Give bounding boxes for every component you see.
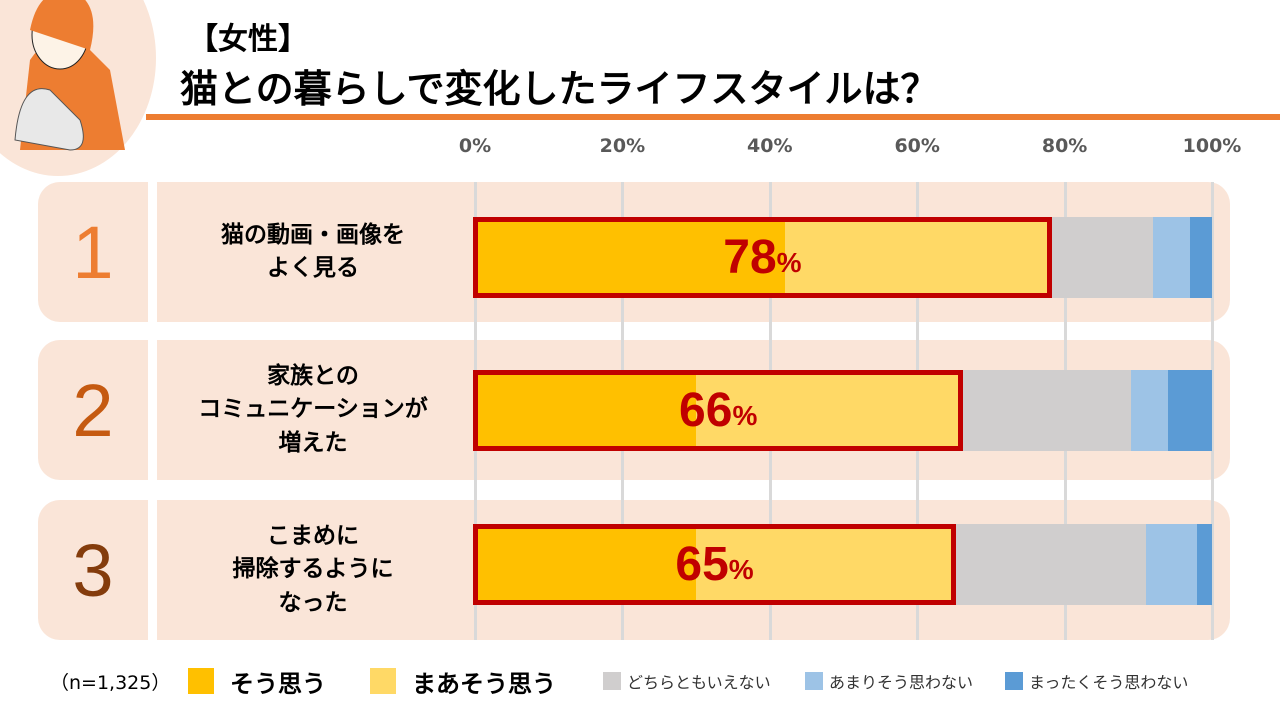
bar-segment xyxy=(1197,524,1212,605)
highlight-unit: % xyxy=(776,246,802,278)
tick-label: 0% xyxy=(458,135,492,157)
tick-label: 40% xyxy=(747,135,793,157)
tick-label: 20% xyxy=(599,135,646,157)
highlight-value: 78% xyxy=(475,217,1050,298)
legend-label: あまりそう思わない xyxy=(829,673,974,692)
category-label: 家族との コミュニケーションが 増えた xyxy=(198,362,428,456)
bar-segment xyxy=(475,524,697,605)
legend-item: そう思う xyxy=(188,666,326,698)
row-divider xyxy=(148,340,157,480)
bar-segment xyxy=(1153,217,1190,298)
title-underline xyxy=(146,114,1280,120)
rank-number: 3 xyxy=(72,528,114,612)
tick-label: 80% xyxy=(1041,135,1088,157)
highlight-unit: % xyxy=(728,553,754,585)
highlight-unit: % xyxy=(732,399,758,431)
bar-segment xyxy=(1130,370,1168,451)
bar-segment xyxy=(696,370,962,451)
rank-number: 1 xyxy=(72,210,114,294)
illustration-circle xyxy=(0,0,156,176)
bar-segment xyxy=(1167,370,1212,451)
legend-swatch xyxy=(805,672,823,690)
bar-segment xyxy=(961,370,1131,451)
legend-item: まったくそう思わない xyxy=(1005,666,1188,696)
bar-segment xyxy=(1049,217,1154,298)
legend-item: まあそう思う xyxy=(370,666,556,698)
highlight-box xyxy=(473,217,1052,298)
highlight-number: 65 xyxy=(675,538,729,591)
chart-title: 猫との暮らしで変化したライフスタイルは？ xyxy=(180,67,939,111)
bar-segment xyxy=(954,524,1146,605)
sample-size: （n=1,325） xyxy=(50,671,171,694)
bar-segment xyxy=(1189,217,1212,298)
bar-segment xyxy=(784,217,1050,298)
row-divider xyxy=(148,182,157,322)
category-label: こまめに 掃除するように なった xyxy=(232,522,394,616)
highlight-value: 65% xyxy=(475,524,954,605)
tick-label: 100% xyxy=(1182,135,1242,157)
legend-label: そう思う xyxy=(230,669,326,698)
legend-item: あまりそう思わない xyxy=(805,666,973,696)
legend-item: どちらともいえない xyxy=(603,666,771,696)
tick-label: 60% xyxy=(894,135,940,157)
highlight-number: 78 xyxy=(723,231,777,284)
category-label: 猫の動画・画像を よく見る xyxy=(221,221,405,281)
highlight-number: 66 xyxy=(679,384,733,437)
legend-label: まあそう思う xyxy=(412,669,556,698)
rank-number: 2 xyxy=(72,368,114,452)
bar-segment xyxy=(696,524,955,605)
highlight-box xyxy=(473,524,957,605)
segment-tag: 【女性】 xyxy=(188,22,308,57)
bar-segment xyxy=(475,217,785,298)
row-divider xyxy=(148,500,157,640)
woman-with-cat-illustration xyxy=(14,0,125,151)
legend-swatch xyxy=(603,672,621,690)
legend: （n=1,325） そう思う まあそう思う どちらともいえない あまりそう思わない まっ… xyxy=(0,666,1280,698)
legend-label: まったくそう思わない xyxy=(1029,673,1189,692)
gridline xyxy=(1211,182,1214,640)
highlight-box xyxy=(473,370,964,451)
legend-swatch xyxy=(188,668,214,694)
highlight-value: 66% xyxy=(475,370,961,451)
bar-segment xyxy=(475,370,697,451)
legend-swatch xyxy=(1005,672,1023,690)
legend-swatch xyxy=(370,668,396,694)
legend-label: どちらともいえない xyxy=(627,673,771,692)
bar-segment xyxy=(1145,524,1198,605)
